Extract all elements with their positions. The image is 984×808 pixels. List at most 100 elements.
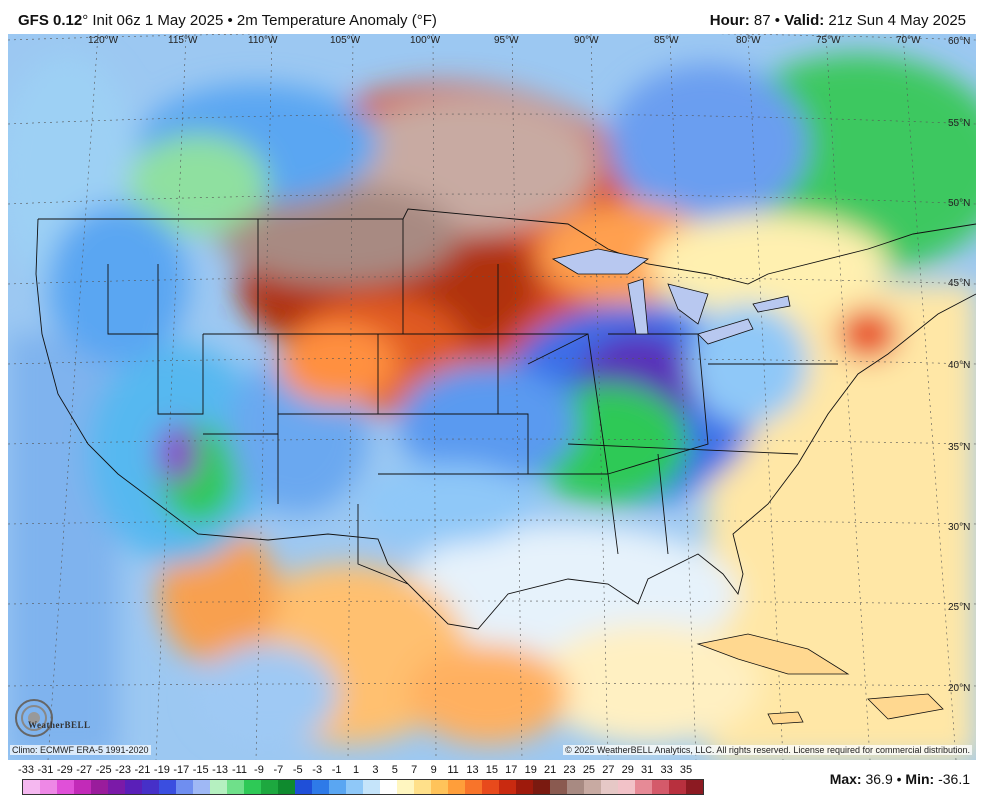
legend-labels: -33 -31 -29 -27 -25 -23 -21 -19 -17 -15 -13 -11 -9 -7… <box>10 764 710 778</box>
legend-label: 15 <box>485 764 498 776</box>
legend-label: 19 <box>524 764 537 776</box>
legend-swatch <box>312 780 329 794</box>
header-valid: Hour: 87 • Valid: 21z Sun 4 May 2025 <box>709 12 966 29</box>
anomaly-map: 120°W 115°W 110°W 105°W 100°W 95°W 90°W … <box>8 34 976 760</box>
min-value: -36.1 <box>938 771 970 787</box>
legend-swatch <box>244 780 261 794</box>
longitude-label: 105°W <box>330 35 361 46</box>
legend-swatch <box>584 780 601 794</box>
copyright-credit: © 2025 WeatherBELL Analytics, LLC. All r… <box>563 745 972 755</box>
legend-swatch <box>516 780 533 794</box>
init-time: Init 06z 1 May 2025 <box>92 12 224 29</box>
legend-swatch <box>346 780 363 794</box>
legend-label: 17 <box>505 764 518 776</box>
model-name: GFS 0.12 <box>18 12 83 29</box>
bullet: • <box>227 12 233 29</box>
weatherbell-logo: WeatherBELL <box>14 698 100 742</box>
legend-swatch <box>176 780 193 794</box>
longitude-label: 75°W <box>816 35 841 46</box>
legend-swatch <box>669 780 686 794</box>
legend-swatch <box>159 780 176 794</box>
latitude-label: 40°N <box>948 360 970 371</box>
legend-label: 13 <box>466 764 479 776</box>
longitude-label: 85°W <box>654 35 679 46</box>
legend-swatch <box>550 780 567 794</box>
latitude-label: 20°N <box>948 683 970 694</box>
legend-swatch <box>499 780 516 794</box>
longitude-label: 80°W <box>736 35 761 46</box>
min-label: Min: <box>905 771 935 787</box>
legend-swatch <box>431 780 448 794</box>
legend-swatch <box>448 780 465 794</box>
legend-label: 1 <box>352 764 360 776</box>
legend-swatch <box>57 780 74 794</box>
latitude-label: 35°N <box>948 442 970 453</box>
legend-label: -19 <box>153 764 170 776</box>
legend-swatch <box>380 780 397 794</box>
legend-swatch <box>261 780 278 794</box>
legend-label: -5 <box>292 764 303 776</box>
legend-swatch <box>465 780 482 794</box>
header: GFS 0.12° Init 06z 1 May 2025 • 2m Tempe… <box>0 0 984 34</box>
legend-swatch <box>295 780 312 794</box>
longitude-label: 115°W <box>168 35 198 46</box>
graticule <box>8 34 976 760</box>
longitude-label: 70°W <box>896 35 921 46</box>
legend-swatch <box>23 780 40 794</box>
legend-label: -27 <box>76 764 93 776</box>
latitude-labels: 60°N 55°N 50°N 45°N 40°N 35°N 30°N 25°N … <box>948 36 970 694</box>
legend-label: -9 <box>254 764 264 776</box>
legend-label: 5 <box>391 764 398 776</box>
longitude-label: 120°W <box>88 35 119 46</box>
longitude-label: 110°W <box>248 35 278 46</box>
legend-label: -7 <box>273 764 284 776</box>
legend-label: -31 <box>37 764 54 776</box>
legend-swatch <box>91 780 108 794</box>
longitude-labels: 120°W 115°W 110°W 105°W 100°W 95°W 90°W … <box>88 35 921 46</box>
caribbean <box>696 633 944 725</box>
legend-label: -11 <box>231 764 248 776</box>
legend-swatch <box>40 780 57 794</box>
max-value: 36.9 <box>865 771 893 787</box>
legend-swatch <box>363 780 380 794</box>
legend-swatch <box>601 780 618 794</box>
latitude-label: 50°N <box>948 198 970 209</box>
hour-label: Hour: <box>709 12 750 29</box>
legend-label: 7 <box>411 764 418 776</box>
legend-swatch <box>686 780 703 794</box>
legend-swatch <box>652 780 669 794</box>
latitude-label: 25°N <box>948 602 970 613</box>
legend-label: -21 <box>134 764 151 776</box>
great-lakes <box>551 248 791 345</box>
legend-swatch <box>125 780 142 794</box>
latitude-label: 55°N <box>948 118 970 129</box>
legend-swatch <box>193 780 210 794</box>
product-unit: F) <box>422 12 437 29</box>
legend-swatch <box>210 780 227 794</box>
legend-label: 9 <box>430 764 437 776</box>
legend-swatch <box>482 780 499 794</box>
legend-swatch <box>618 780 635 794</box>
legend-label: -33 <box>18 764 34 776</box>
legend-label: -15 <box>192 764 209 776</box>
legend-label: -23 <box>115 764 131 776</box>
legend-label: 11 <box>447 764 459 776</box>
legend-swatch <box>142 780 159 794</box>
legend-label: 31 <box>641 764 654 776</box>
legend-swatch <box>329 780 346 794</box>
logo-text: WeatherBELL <box>28 720 91 730</box>
color-legend <box>22 779 704 795</box>
header-title: GFS 0.12° Init 06z 1 May 2025 • 2m Tempe… <box>18 12 437 29</box>
legend-label: 3 <box>372 764 379 776</box>
longitude-label: 95°W <box>494 35 519 46</box>
legend-label: 21 <box>543 764 557 776</box>
legend-label: 25 <box>582 764 596 776</box>
hour-value: 87 <box>753 12 771 29</box>
map-canvas: 120°W 115°W 110°W 105°W 100°W 95°W 90°W … <box>8 34 976 760</box>
latitude-label: 60°N <box>948 36 970 47</box>
product-name: 2m Temperature Anomaly ( <box>236 12 417 29</box>
latitude-label: 45°N <box>948 278 970 289</box>
legend-swatch <box>567 780 584 794</box>
legend-swatch <box>635 780 652 794</box>
logo-swirl-icon <box>15 699 53 737</box>
